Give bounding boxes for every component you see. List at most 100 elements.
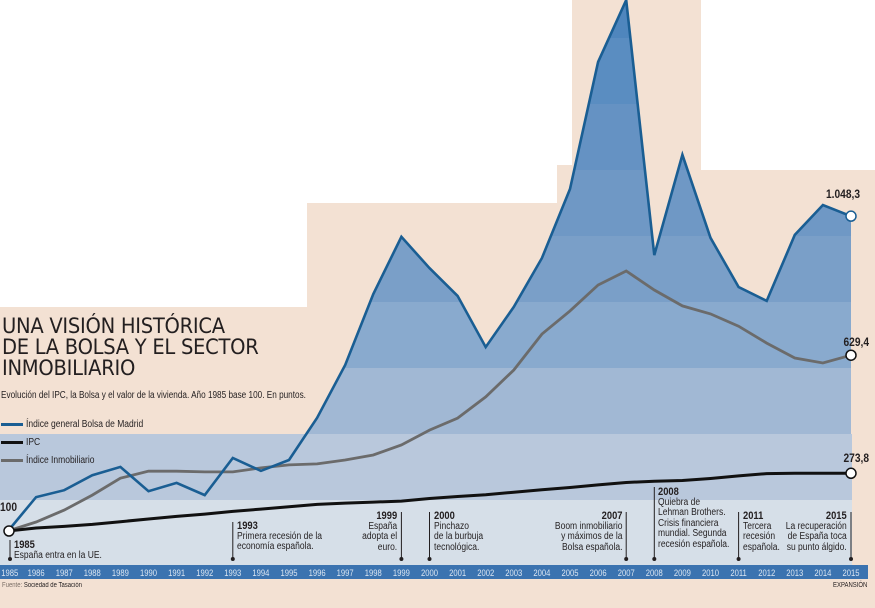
year-label: 1999 (393, 567, 410, 578)
subtitle: Evolución del IPC, la Bolsa y el valor d… (1, 390, 306, 401)
legend-label: IPC (26, 436, 41, 448)
line-inmobiliario (7, 269, 852, 533)
annotation-text: recesión española. (658, 538, 730, 550)
white-cutout-right (701, 0, 875, 170)
annotation-dot (427, 557, 432, 561)
annotation-text: La recuperación (786, 520, 847, 532)
annotation-text: euro. (378, 541, 398, 553)
annotation-year: 2008 (658, 486, 680, 498)
year-label: 2006 (590, 567, 607, 578)
annotation-dot (652, 557, 657, 561)
title-line: DE LA BOLSA Y EL SECTOR (2, 335, 259, 359)
annotation-text: adopta el (362, 531, 398, 542)
annotation-text: de la burbuja (433, 531, 483, 542)
end-marker (845, 349, 857, 361)
annotation-year: 1993 (236, 520, 258, 532)
annotation-dot (8, 557, 12, 561)
start-label: 100 (0, 500, 18, 514)
background-cutouts (0, 0, 875, 307)
annotation-dot (230, 557, 235, 561)
annotation-text: mundial. Segunda (658, 528, 727, 539)
year-label: 2009 (674, 567, 691, 578)
year-label: 1990 (140, 567, 157, 578)
line-bolsa (6, 0, 852, 532)
end-marker (845, 210, 857, 222)
end-markers (3, 210, 857, 537)
page-title: UNA VISIÓN HISTÓRICA DE LA BOLSA Y EL SE… (2, 316, 278, 379)
annotation-2008: 2008 Quiebra de Lehman Brothers. Crisis fin… (658, 487, 729, 550)
annotation-2007: 2007 Boom inmobiliario y máximos de la Bols… (555, 511, 623, 553)
year-label: 1993 (224, 567, 241, 578)
year-label: 2014 (814, 567, 831, 578)
year-label: 2004 (533, 567, 550, 578)
annotation-dot (849, 557, 853, 561)
year-label: 1996 (309, 567, 326, 578)
year-label: 1989 (112, 567, 129, 578)
year-label: 1995 (280, 567, 297, 578)
annotation-1985: 1985 España entra en la UE. (14, 540, 102, 561)
annotation-year: 1999 (376, 510, 398, 522)
year-label: 2011 (730, 567, 747, 578)
line-ipc (7, 471, 852, 533)
year-label: 2012 (758, 567, 775, 578)
year-label: 2013 (786, 567, 803, 578)
end-label-ipc: 273,8 (843, 451, 869, 465)
year-label: 2003 (505, 567, 522, 578)
area-band-low (0, 434, 852, 500)
year-label: 1994 (252, 567, 269, 578)
title-line: UNA VISIÓN HISTÓRICA (2, 314, 225, 338)
end-label-inmobiliario: 629,4 (843, 335, 869, 349)
brand-credit: EXPANSIÓN (832, 582, 867, 589)
source-prefix: Fuente: (2, 582, 23, 589)
annotation-text: tecnológica. (433, 541, 479, 553)
annotation-text: Crisis financiera (658, 517, 719, 529)
annotation-text: España entra en la UE. (14, 549, 102, 561)
legend: Índice general Bolsa de Madrid IPC Índic… (1, 415, 164, 469)
annotation-text: España (368, 520, 398, 532)
year-label: 1992 (196, 567, 213, 578)
year-label: 1998 (365, 567, 382, 578)
white-cutout-left (0, 0, 572, 307)
annotation-text: Tercera (742, 520, 771, 532)
year-label: 2005 (561, 567, 578, 578)
year-label: 2010 (702, 567, 719, 578)
year-label: 2000 (421, 567, 438, 578)
annotation-text: Quiebra de (658, 496, 701, 508)
annotation-year: 2007 (601, 510, 623, 522)
year-label: 1987 (56, 567, 73, 578)
year-label: 1986 (28, 567, 45, 578)
annotation-text: recesión (742, 531, 775, 542)
legend-item-bolsa: Índice general Bolsa de Madrid (1, 415, 164, 433)
area-band-base (0, 500, 852, 565)
annotation-year: 2015 (826, 510, 847, 522)
source-note: Fuente: Sociedad de Tasación (2, 582, 82, 589)
legend-label: Índice general Bolsa de Madrid (26, 418, 144, 430)
legend-label: Índice Inmobiliario (26, 454, 95, 466)
year-label: 2015 (842, 567, 859, 578)
annotation-text: Boom inmobiliario (554, 520, 623, 532)
year-labels: 1985 1986 1987 1988 1989 1990 1991 1992 1993 1994… (1, 567, 860, 578)
annotation-text: y máximos de la (560, 531, 623, 542)
year-label: 2008 (646, 567, 663, 578)
annotation-year: 2000 (433, 510, 455, 522)
annotation-dot (736, 557, 741, 561)
annotation-text: Bolsa española. (561, 541, 623, 553)
start-marker (3, 525, 15, 537)
legend-swatch-inmobiliario (1, 458, 23, 462)
annotation-1999: 1999 España adopta el euro. (362, 511, 397, 553)
annotation-text: Primera recesión de la (236, 530, 322, 542)
series-lines (6, 0, 852, 533)
annotation-text: de España toca (787, 531, 847, 542)
annotation-text: Pinchazo (433, 520, 469, 532)
annotation-dot (624, 557, 629, 561)
year-axis-bar (0, 565, 868, 579)
year-label: 2007 (618, 567, 635, 578)
legend-swatch-bolsa (1, 422, 23, 426)
legend-item-ipc: IPC (1, 433, 164, 451)
title-line: INMOBILIARIO (2, 356, 136, 380)
end-marker (845, 467, 857, 480)
year-label: 1985 (1, 567, 18, 578)
annotation-1993: 1993 Primera recesión de la economía españ… (237, 521, 322, 553)
annotation-2011: 2011 Tercera recesión española. (743, 511, 780, 553)
